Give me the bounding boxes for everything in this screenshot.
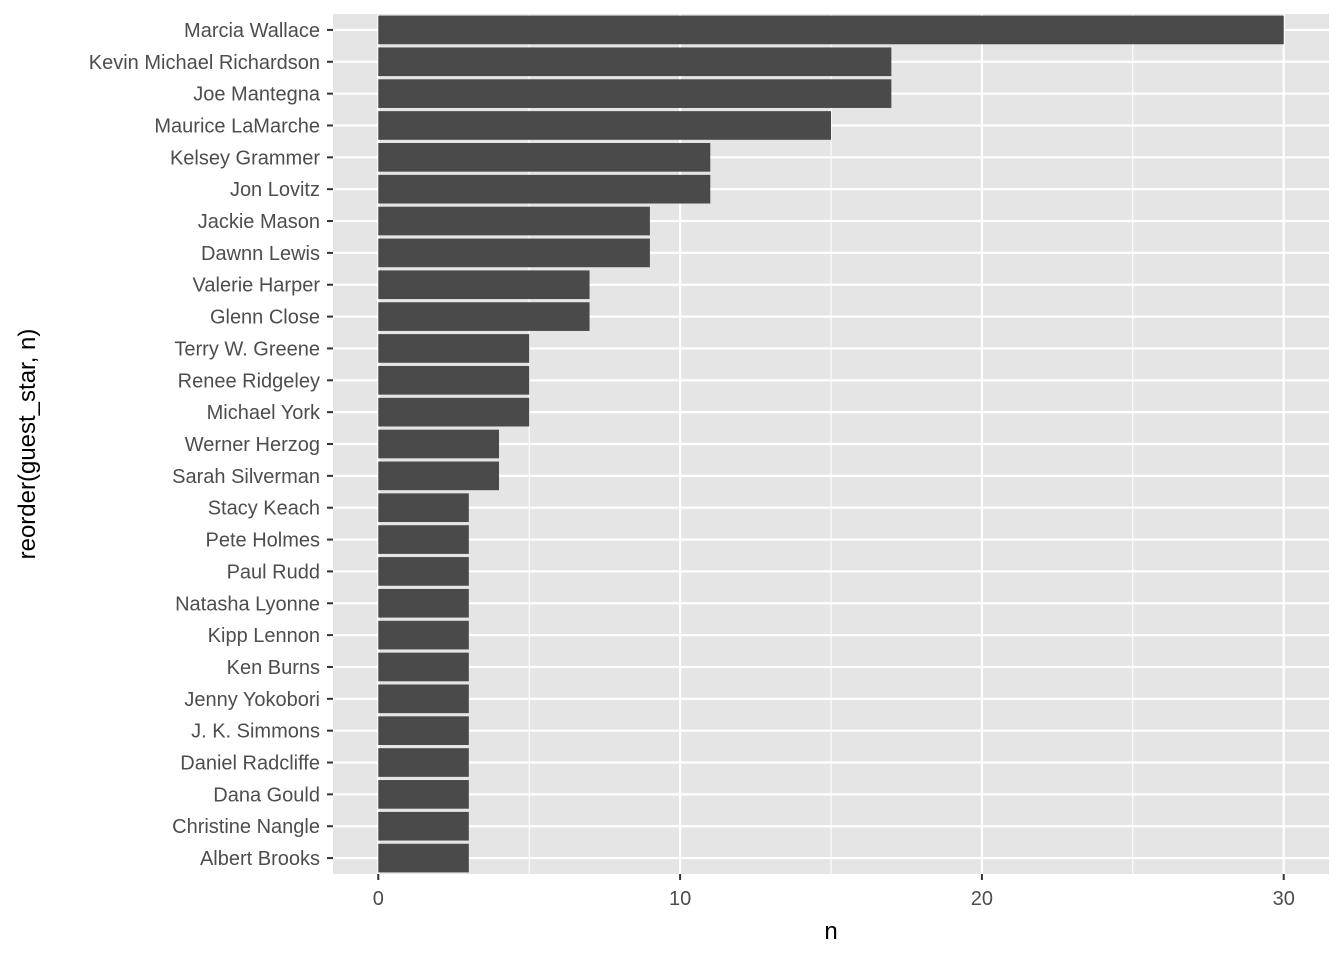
y-tick-label: Joe Mantegna bbox=[193, 84, 321, 106]
y-tick-label: Daniel Radcliffe bbox=[180, 753, 320, 775]
bar bbox=[378, 429, 499, 459]
y-tick-label: Sarah Silverman bbox=[172, 466, 320, 488]
y-tick-label: Terry W. Greene bbox=[174, 338, 320, 360]
bar bbox=[378, 397, 530, 427]
x-axis: 0 10 20 30 bbox=[373, 874, 1295, 910]
y-tick-label: Valerie Harper bbox=[193, 275, 321, 297]
bar bbox=[378, 47, 892, 77]
bar bbox=[378, 684, 469, 714]
y-tick-label: Michael York bbox=[207, 402, 321, 424]
x-tick-label: 30 bbox=[1273, 888, 1295, 910]
y-axis: Marcia Wallace Kevin Michael Richardson Jo… bbox=[89, 20, 333, 870]
bar bbox=[378, 15, 1284, 45]
y-tick-label: Kevin Michael Richardson bbox=[89, 52, 320, 74]
y-tick-label: Renee Ridgeley bbox=[178, 370, 320, 392]
bar bbox=[378, 79, 892, 108]
bar bbox=[378, 143, 711, 172]
y-tick-label: Christine Nangle bbox=[172, 816, 320, 838]
bar bbox=[378, 811, 469, 841]
x-tick-label: 10 bbox=[669, 888, 691, 910]
y-tick-label: Jon Lovitz bbox=[230, 179, 320, 201]
y-tick-label: Jackie Mason bbox=[198, 211, 320, 233]
y-tick-label: Kelsey Grammer bbox=[170, 147, 320, 169]
bar bbox=[378, 716, 469, 745]
x-axis-title: n bbox=[824, 918, 837, 945]
y-tick-label: Werner Herzog bbox=[185, 434, 320, 456]
bar bbox=[378, 843, 469, 873]
y-tick-label: Dana Gould bbox=[213, 784, 320, 806]
bar bbox=[378, 238, 650, 268]
bar bbox=[378, 493, 469, 523]
y-axis-title: reorder(guest_star, n) bbox=[14, 329, 41, 560]
y-tick-label: Kipp Lennon bbox=[208, 625, 320, 647]
y-tick-label: Ken Burns bbox=[227, 657, 320, 679]
x-tick-label: 0 bbox=[373, 888, 384, 910]
bar bbox=[378, 748, 469, 777]
bar bbox=[378, 365, 530, 395]
y-tick-label: Natasha Lyonne bbox=[175, 593, 320, 615]
x-tick-label: 20 bbox=[971, 888, 993, 910]
y-tick-label: Jenny Yokobori bbox=[184, 689, 320, 711]
bar bbox=[378, 620, 469, 650]
bar bbox=[378, 174, 711, 204]
bar bbox=[378, 780, 469, 809]
y-tick-label: Marcia Wallace bbox=[184, 20, 320, 42]
bar bbox=[378, 652, 469, 682]
bars bbox=[378, 15, 1284, 873]
bar bbox=[378, 334, 530, 363]
bar bbox=[378, 270, 590, 300]
bar bbox=[378, 206, 650, 236]
bar bbox=[378, 588, 469, 618]
bar bbox=[378, 525, 469, 554]
y-tick-label: Albert Brooks bbox=[200, 848, 320, 870]
y-tick-label: Stacy Keach bbox=[208, 498, 320, 520]
y-tick-label: Paul Rudd bbox=[227, 561, 320, 583]
y-tick-label: Glenn Close bbox=[210, 307, 320, 329]
y-tick-label: J. K. Simmons bbox=[191, 721, 320, 743]
y-tick-label: Pete Holmes bbox=[206, 530, 321, 552]
bar bbox=[378, 557, 469, 586]
y-tick-label: Maurice LaMarche bbox=[154, 115, 320, 137]
bar bbox=[378, 111, 831, 140]
bar bbox=[378, 302, 590, 331]
y-tick-label: Dawnn Lewis bbox=[201, 243, 320, 265]
bar bbox=[378, 461, 499, 491]
